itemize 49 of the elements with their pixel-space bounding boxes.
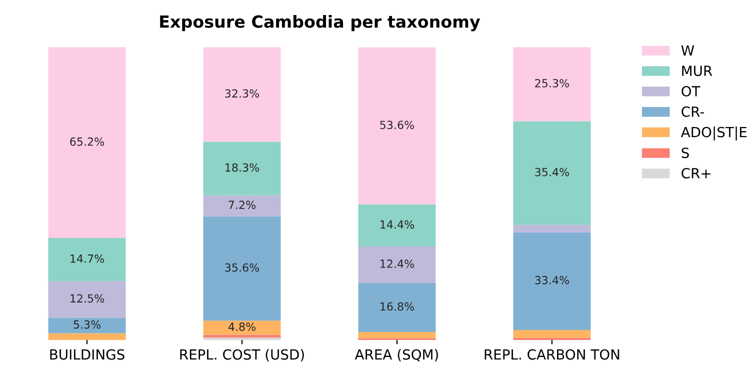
bar (203, 142, 281, 196)
data-label: 25.3% (535, 78, 569, 88)
legend-label: MUR (682, 66, 712, 76)
legend-label: CR+ (682, 168, 710, 178)
bar (203, 216, 281, 321)
bar (358, 282, 436, 332)
bar (48, 238, 126, 282)
chart-title: Exposure Cambodia per taxonomy (160, 15, 480, 32)
data-label: 18.3% (226, 163, 260, 172)
legend-label: S (682, 148, 689, 158)
data-label: 65.2% (70, 137, 104, 146)
bar (48, 333, 126, 340)
legend-label: OT (682, 86, 700, 97)
bar (513, 224, 591, 232)
x-tick-label: REPL. CARBON TON (484, 349, 620, 360)
bar (513, 330, 591, 338)
bar (203, 334, 281, 338)
legend-label: CR- (682, 106, 704, 117)
bar (203, 195, 281, 216)
legend-label: ADO|ST|E (680, 126, 747, 140)
data-label: 35.4% (535, 168, 569, 176)
data-label: 12.5% (70, 294, 104, 303)
legend-label: W (681, 45, 694, 56)
data-label: 14.4% (380, 220, 414, 229)
bar (513, 232, 591, 330)
data-label: 5.3% (74, 320, 101, 329)
data-label: 16.8% (380, 302, 414, 311)
x-tick-label: BUILDINGS (50, 349, 124, 360)
bar (203, 47, 281, 142)
data-label: 12.4% (380, 260, 414, 268)
bar (358, 47, 436, 204)
bar (48, 318, 126, 334)
data-label: 4.8% (228, 322, 256, 331)
bar (203, 320, 281, 335)
bar (358, 332, 436, 338)
data-label: 14.7% (70, 254, 104, 263)
data-label: 33.4% (535, 276, 569, 284)
data-label: 32.3% (225, 89, 260, 98)
data-label: 53.6% (380, 120, 414, 130)
bar (48, 281, 126, 318)
data-label: 7.2% (228, 200, 256, 210)
bar (513, 121, 591, 225)
x-tick-label: REPL. COST (USD) (180, 349, 304, 362)
bar (358, 204, 436, 247)
bar (513, 47, 591, 122)
bar (48, 47, 126, 238)
bar (358, 246, 436, 283)
data-label: 35.6% (225, 263, 260, 272)
x-tick-label: AREA (SQM) (354, 349, 438, 362)
